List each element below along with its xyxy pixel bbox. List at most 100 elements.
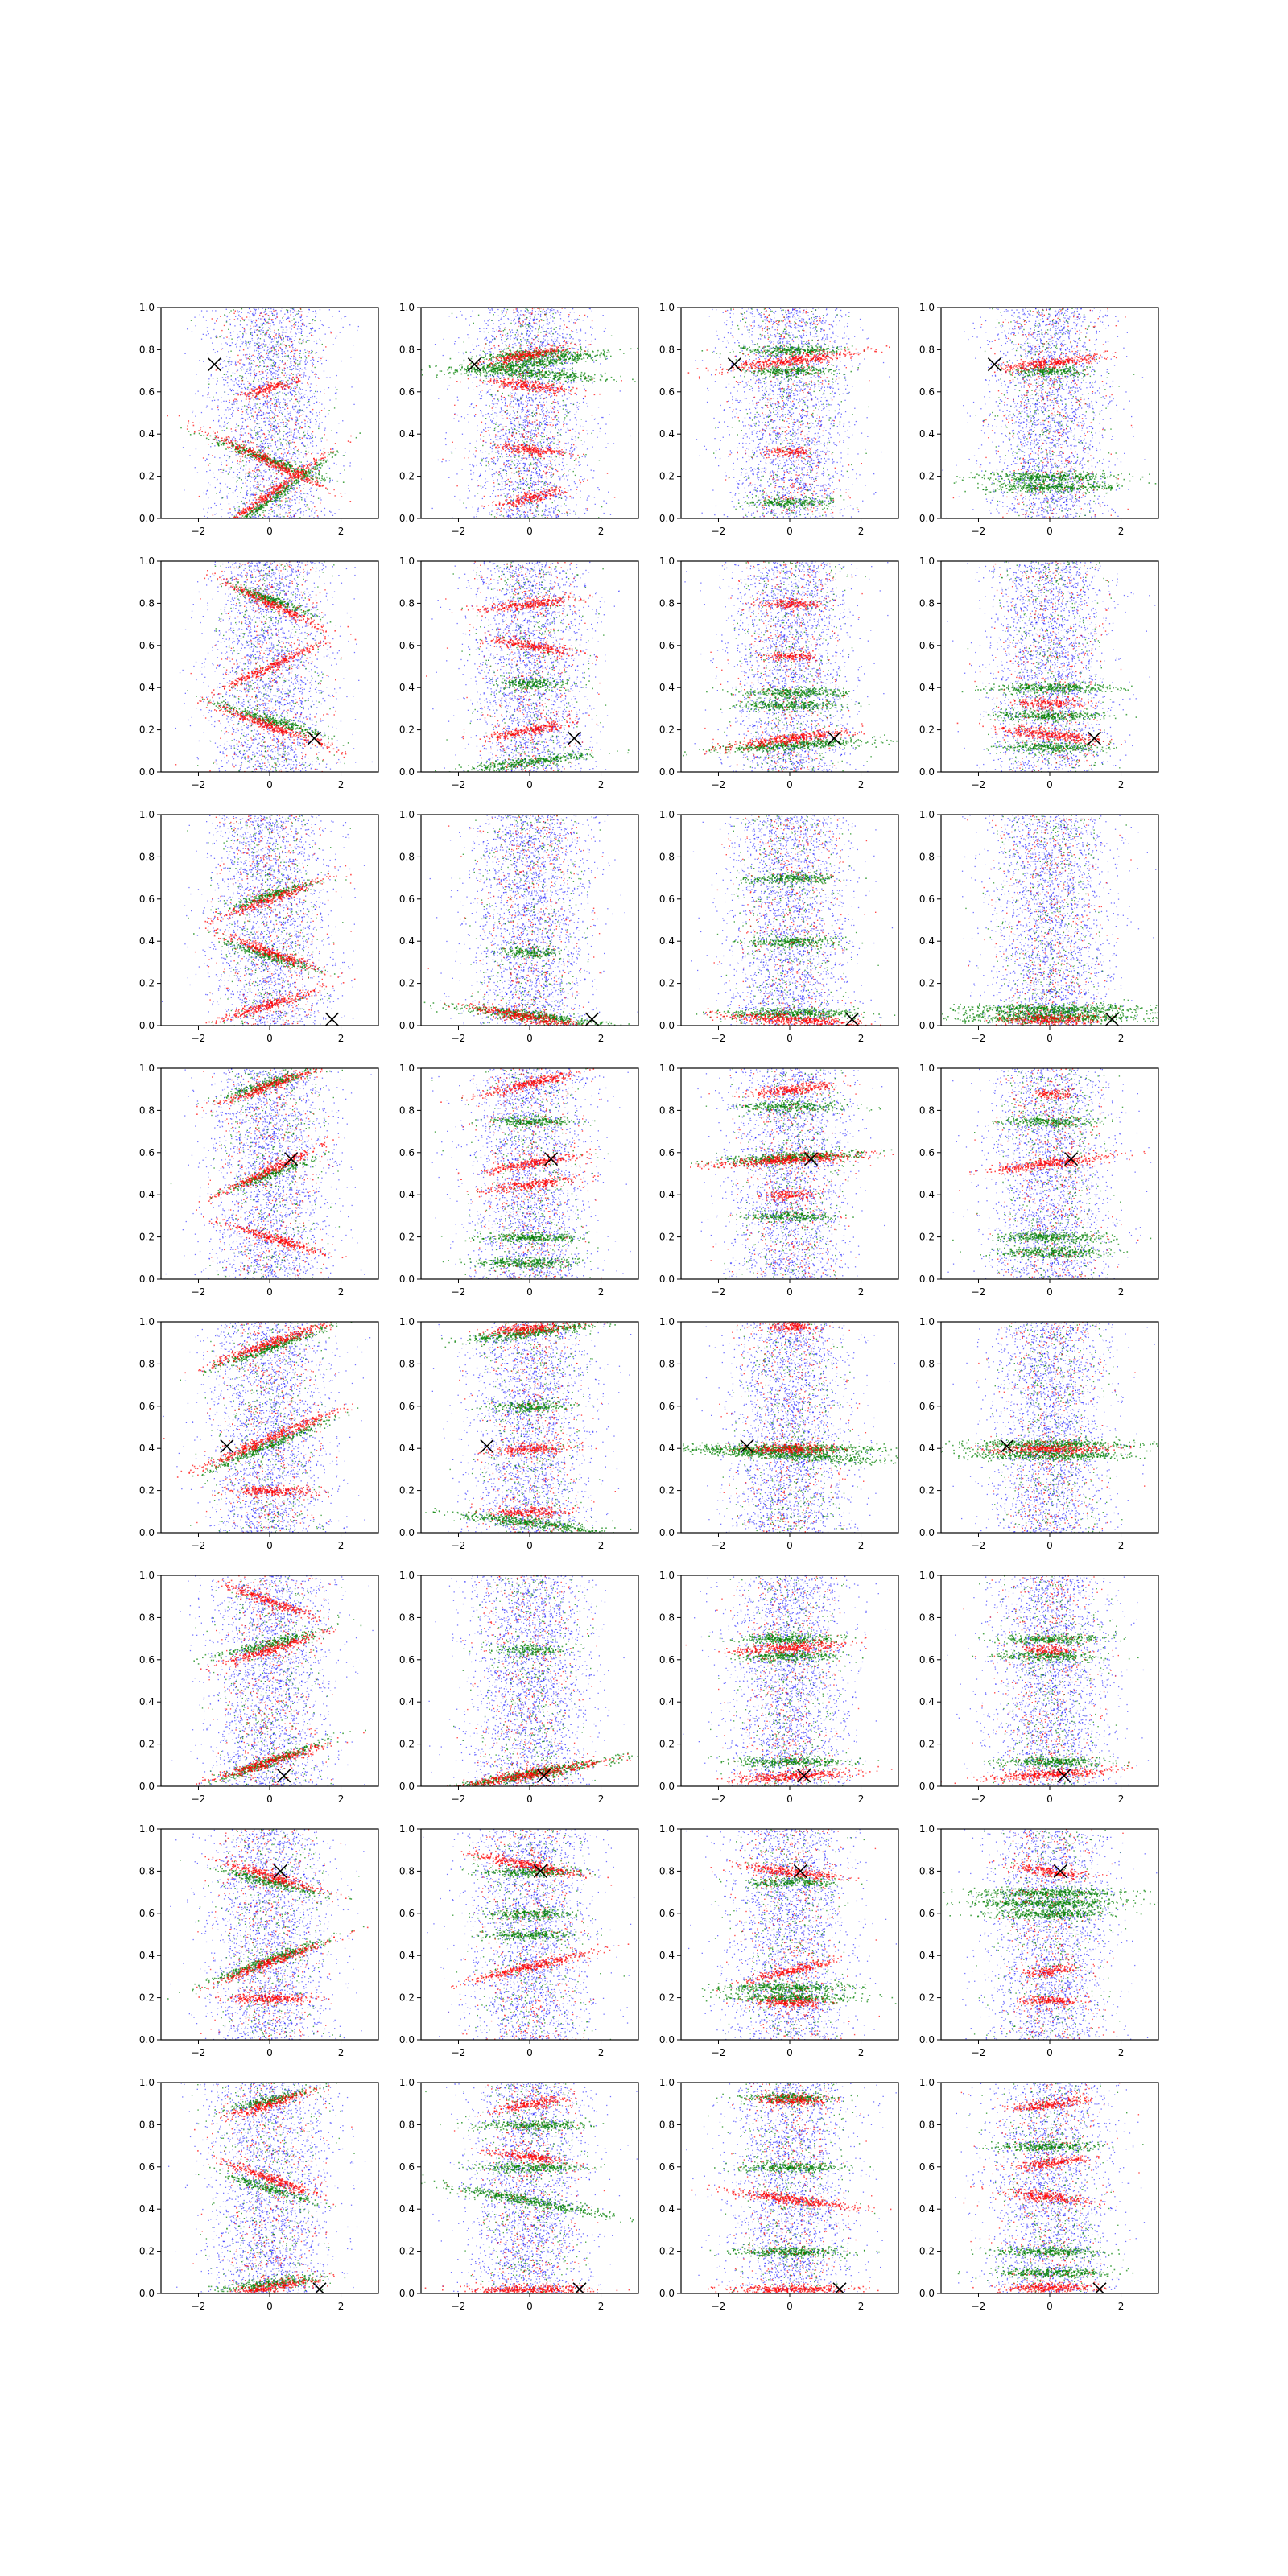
green-points-point (280, 381, 281, 382)
green-points-point (299, 353, 300, 354)
background-point (482, 498, 483, 499)
red-points-point (302, 427, 303, 428)
background-point (296, 492, 297, 493)
green-points-band-point (234, 522, 236, 524)
red-points-point (228, 436, 229, 437)
background-point (587, 433, 588, 434)
background-point (250, 373, 251, 374)
background-point (604, 331, 605, 332)
red-points-band-point (322, 458, 324, 460)
red-points-band-point (264, 495, 266, 497)
background-point (298, 430, 299, 431)
background-point (311, 350, 312, 351)
red-points-band-point (278, 384, 279, 386)
red-points-band-point (273, 489, 275, 491)
red-points-band-point (309, 479, 311, 481)
background-point (574, 448, 575, 449)
background-point (244, 364, 245, 365)
red-points-band-point (283, 466, 284, 468)
red-points-point (262, 478, 263, 479)
background-point (270, 371, 271, 372)
green-points-band-point (316, 476, 317, 477)
background-point (238, 380, 239, 381)
red-points-point (282, 490, 283, 491)
background-point (207, 517, 208, 518)
background-point (580, 476, 581, 477)
red-points-point (287, 453, 288, 454)
background-point (280, 410, 281, 411)
green-points-band-point (274, 498, 275, 500)
background-point (536, 408, 537, 409)
background-point (316, 490, 317, 491)
red-points-band-point (229, 523, 230, 525)
red-points-point (331, 332, 332, 333)
background-point (290, 506, 291, 507)
background-point (334, 513, 335, 514)
background-point (286, 319, 287, 320)
red-points-band-point (252, 390, 254, 392)
background-point (317, 415, 318, 416)
background-point (311, 438, 312, 439)
background-point (271, 374, 272, 375)
background-point (307, 362, 308, 363)
background-point (283, 435, 284, 436)
green-points-band-point (255, 514, 257, 516)
green-points-point (240, 492, 241, 493)
background-point (278, 401, 279, 402)
red-points-point (253, 355, 254, 356)
green-points-point (293, 318, 294, 319)
background-points (432, 308, 631, 519)
background-point (303, 372, 304, 373)
background-point (262, 373, 263, 374)
green-points-band-point (310, 470, 312, 472)
green-points-band-point (279, 500, 281, 502)
background-point (552, 316, 553, 317)
green-points-band-point (316, 462, 318, 464)
green-points-band-point (287, 489, 288, 491)
red-points-point (203, 457, 204, 458)
green-points-band-point (281, 493, 283, 495)
background-point (295, 322, 296, 323)
green-points-point (228, 361, 229, 362)
red-points-band-point (239, 446, 241, 448)
red-points-point (287, 473, 288, 474)
background-point (304, 361, 305, 362)
green-points-band-point (299, 465, 301, 467)
red-points-point (257, 464, 258, 465)
red-points-point (270, 425, 271, 426)
red-points-band-point (275, 489, 277, 491)
background-point (282, 445, 283, 446)
red-points-band-point (282, 469, 283, 471)
green-points-band-point (267, 502, 269, 503)
red-points-band-point (312, 468, 314, 469)
red-points-band-point (239, 513, 241, 514)
red-points-band-point (249, 449, 250, 451)
background-point (278, 353, 279, 354)
background-point (250, 457, 251, 458)
background-point (277, 457, 278, 458)
background-point (210, 446, 211, 447)
red-points-point (302, 438, 303, 439)
red-points-band-point (233, 400, 234, 402)
red-points-band-point (212, 535, 213, 537)
red-points-point (281, 453, 282, 454)
background-point (235, 363, 236, 364)
background-point (281, 476, 282, 477)
red-points-band-point (288, 481, 290, 482)
red-points-band-point (266, 386, 268, 388)
background-point (246, 427, 247, 428)
background-point (554, 496, 555, 497)
background-point (504, 323, 505, 324)
red-points-band-point (304, 473, 306, 475)
green-points-point (267, 369, 268, 370)
background-point (309, 399, 310, 400)
red-points-band-point (262, 451, 264, 452)
red-points-band-point (246, 396, 247, 398)
red-points-band-point (283, 488, 285, 489)
red-points-band-point (283, 464, 285, 466)
red-points-point (306, 453, 307, 454)
green-points-band-point (291, 488, 293, 489)
green-points-band-point (308, 469, 310, 471)
green-points-band-point (242, 515, 244, 517)
background-point (285, 347, 286, 348)
